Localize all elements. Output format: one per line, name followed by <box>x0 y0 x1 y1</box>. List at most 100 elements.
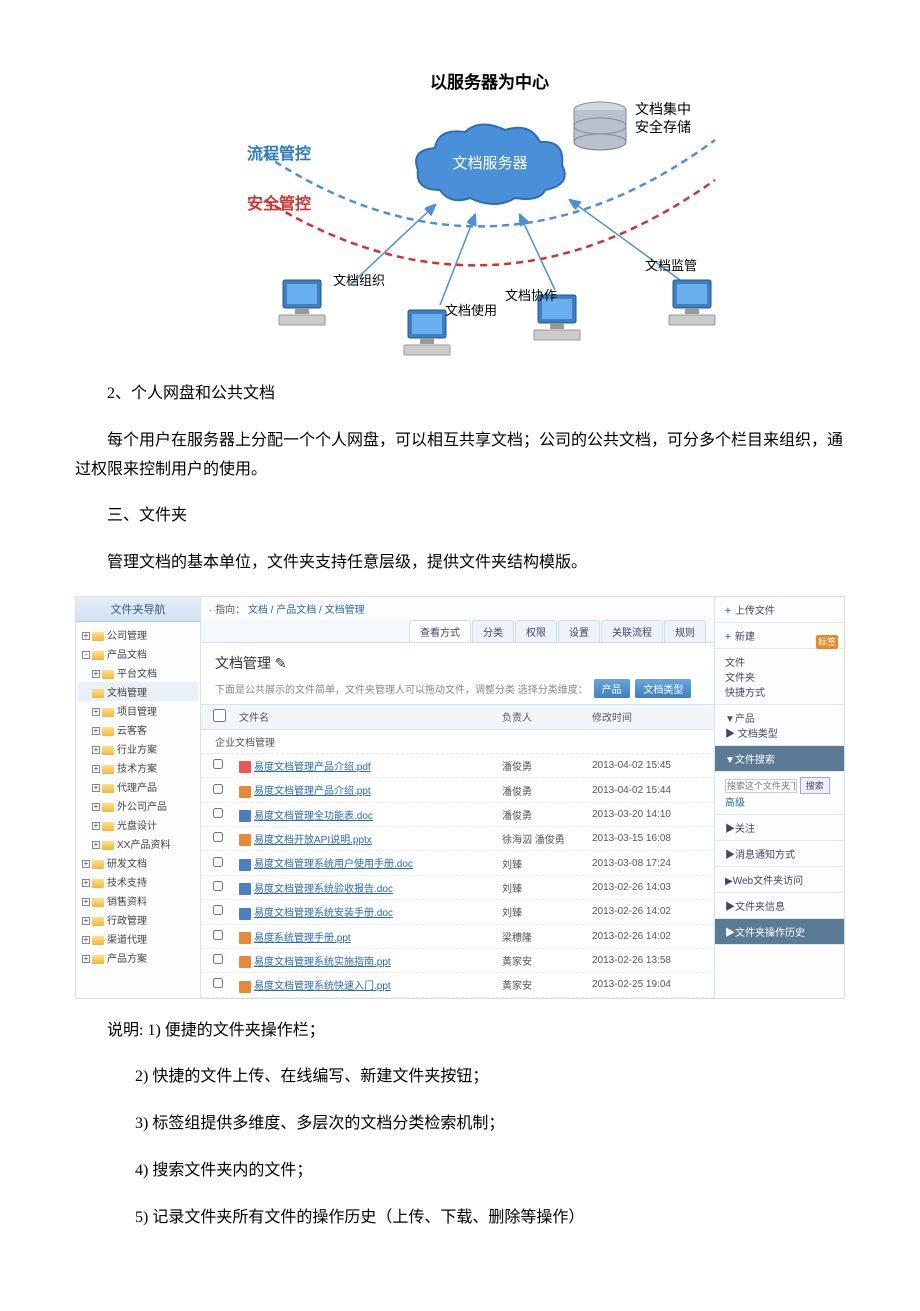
tree-item[interactable]: +代理产品 <box>78 777 198 796</box>
file-icon <box>239 908 251 920</box>
table-row: 易度文档管理系统用户使用手册.doc刘臻2013-03-08 17:24 <box>201 851 714 875</box>
sidebar: 文件夹导航 +公司管理-产品文档+平台文档文档管理+项目管理+云客客+行业方案+… <box>76 597 201 998</box>
date-cell: 2013-02-26 13:58 <box>592 955 702 966</box>
folder-title: 文档管理 ✎ <box>201 643 714 679</box>
row-checkbox[interactable] <box>213 881 223 891</box>
tab[interactable]: 分类 <box>472 620 514 642</box>
file-link[interactable]: 易度文档管理产品介绍.pdf <box>254 762 371 773</box>
tree-item[interactable]: +行政管理 <box>78 910 198 929</box>
search-button[interactable]: 搜索 <box>800 777 830 794</box>
tab[interactable]: 权限 <box>515 620 557 642</box>
file-link[interactable]: 易度系统管理手册.ppt <box>254 933 351 944</box>
menu-item[interactable]: 文件 <box>725 654 834 669</box>
row-checkbox[interactable] <box>213 978 223 988</box>
row-checkbox[interactable] <box>213 784 223 794</box>
date-cell: 2013-03-08 17:24 <box>592 858 702 869</box>
tree-item[interactable]: +平台文档 <box>78 663 198 682</box>
file-link[interactable]: 易度文档管理系统快速入门.ppt <box>254 981 391 992</box>
folder-desc: 下面是公共展示的文件简单，文件夹管理人可以拖动文件，调整分类 选择分类维度： 产… <box>201 679 714 704</box>
row-checkbox[interactable] <box>213 832 223 842</box>
file-link[interactable]: 易度文档管理系统实施指南.ppt <box>254 957 391 968</box>
table-row: 易度文档管理系统快速入门.ppt 黄家安2013-02-25 19:04 <box>201 973 714 997</box>
tree-item[interactable]: +光盘设计 <box>78 815 198 834</box>
file-icon <box>239 981 251 993</box>
date-cell: 2013-02-26 14:02 <box>592 931 702 942</box>
tree-item[interactable]: +渠道代理 <box>78 929 198 948</box>
sidebar-title: 文件夹导航 <box>76 597 200 622</box>
file-icon <box>239 761 251 773</box>
tab[interactable]: 设置 <box>558 620 600 642</box>
dim-btn-type[interactable]: 文档类型 <box>635 679 691 698</box>
bc-link[interactable]: 文档 <box>248 605 268 616</box>
row-checkbox[interactable] <box>213 808 223 818</box>
date-cell: 2013-02-26 14:02 <box>592 906 702 917</box>
select-all-checkbox[interactable] <box>213 709 226 722</box>
folder-tree[interactable]: +公司管理-产品文档+平台文档文档管理+项目管理+云客客+行业方案+技术方案+代… <box>76 622 200 970</box>
create-button[interactable]: +新建 标签 <box>715 623 844 649</box>
tab[interactable]: 关联流程 <box>601 620 663 642</box>
row-checkbox[interactable] <box>213 954 223 964</box>
search-header[interactable]: ▼文件搜索 <box>715 746 844 772</box>
file-link[interactable]: 易度文档管理产品介绍.ppt <box>254 786 371 797</box>
search-input[interactable] <box>725 779 797 793</box>
menu-item[interactable]: 快捷方式 <box>725 684 834 699</box>
file-link[interactable]: 易度文档管理系统安装手册.doc <box>254 908 393 919</box>
tree-item[interactable]: -产品文档 <box>78 644 198 663</box>
bc-link[interactable]: 文档管理 <box>325 605 365 616</box>
tree-item[interactable]: +产品方案 <box>78 948 198 967</box>
file-link[interactable]: 易度文档管理系统验收报告.doc <box>254 884 393 895</box>
file-icon <box>239 932 251 944</box>
tree-item[interactable]: +行业方案 <box>78 739 198 758</box>
row-checkbox[interactable] <box>213 857 223 867</box>
note-5: 5) 记录文件夹所有文件的操作历史（上传、下载、删除等操作） <box>135 1204 845 1233</box>
table-row: 易度系统管理手册.ppt 梁穗隆2013-02-26 14:02 <box>201 925 714 949</box>
web-section[interactable]: ▶Web文件夹访问 <box>715 867 844 893</box>
table-row: 易度文档管理全功能表.doc潘俊勇2013-03-20 14:10 <box>201 803 714 827</box>
tree-item[interactable]: +公司管理 <box>78 625 198 644</box>
tree-item[interactable]: +销售资料 <box>78 891 198 910</box>
table-head: 文件名 负责人 修改时间 <box>201 704 714 730</box>
row-checkbox[interactable] <box>213 759 223 769</box>
row-checkbox[interactable] <box>213 905 223 915</box>
owner-cell: 梁穗隆 <box>502 929 592 944</box>
file-link[interactable]: 易度文档管理全功能表.doc <box>254 811 373 822</box>
tree-item[interactable]: +技术方案 <box>78 758 198 777</box>
owner-cell: 徐海泅 潘俊勇 <box>502 831 592 846</box>
tree-item[interactable]: 文档管理 <box>78 682 198 701</box>
date-cell: 2013-02-25 19:04 <box>592 979 702 990</box>
file-icon <box>239 810 251 822</box>
tree-item[interactable]: +技术支持 <box>78 872 198 891</box>
file-link[interactable]: 易度文档开放API说明.pptx <box>254 835 372 846</box>
date-cell: 2013-04-02 15:44 <box>592 785 702 796</box>
menu-item[interactable]: 文件夹 <box>725 669 834 684</box>
file-link[interactable]: 易度文档管理系统用户使用手册.doc <box>254 859 413 870</box>
pc-icon-4 <box>665 275 720 330</box>
tree-item[interactable]: +研发文档 <box>78 853 198 872</box>
row-checkbox[interactable] <box>213 930 223 940</box>
bc-link[interactable]: 产品文档 <box>276 605 316 616</box>
follow-section[interactable]: ▶关注 <box>715 815 844 841</box>
tab-bar: 查看方式分类权限设置关联流程规则 <box>201 620 714 643</box>
tree-item[interactable]: +外公司产品 <box>78 796 198 815</box>
notify-section[interactable]: ▶消息通知方式 <box>715 841 844 867</box>
tree-item[interactable]: +云客客 <box>78 720 198 739</box>
server-icon <box>570 100 630 155</box>
adv-link[interactable]: 高级 <box>725 798 745 809</box>
tree-item[interactable]: +XX产品资料 <box>78 834 198 853</box>
upload-button[interactable]: +上传文件 <box>715 597 844 623</box>
tag-section: ▼产品 ▶ 文档类型 <box>715 705 844 746</box>
tree-item[interactable]: +项目管理 <box>78 701 198 720</box>
info-section[interactable]: ▶文件夹信息 <box>715 893 844 919</box>
dim-btn-product[interactable]: 产品 <box>594 679 630 698</box>
file-icon <box>239 956 251 968</box>
owner-cell: 黄家安 <box>502 977 592 992</box>
section-2-title: 2、个人网盘和公共文档 <box>75 380 845 409</box>
tab[interactable]: 查看方式 <box>409 620 471 642</box>
breadcrumb: · 指向： 文档 / 产品文档 / 文档管理 <box>201 597 714 620</box>
history-section[interactable]: ▶文件夹操作历史 <box>715 919 844 945</box>
section-3-body: 管理文档的基本单位，文件夹支持任意层级，提供文件夹结构模版。 <box>75 549 845 578</box>
server-label: 文档集中安全存储 <box>635 100 691 136</box>
right-panel: +上传文件 +新建 标签 文件 文件夹 快捷方式 ▼产品 ▶ 文档类型 ▼文件搜… <box>714 597 844 998</box>
col-filename: 文件名 <box>239 709 502 725</box>
tab[interactable]: 规则 <box>664 620 706 642</box>
